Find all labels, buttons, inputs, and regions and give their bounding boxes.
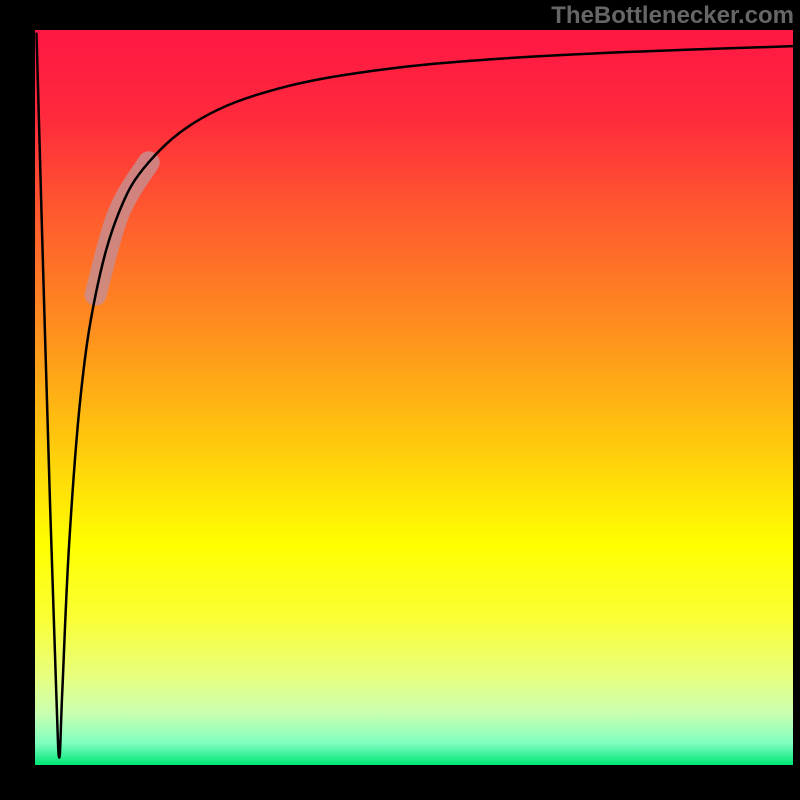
gradient-background [35,30,793,765]
watermark-text: TheBottlenecker.com [551,2,794,30]
chart-container: TheBottlenecker.com [0,0,800,800]
plot-svg [35,30,793,765]
